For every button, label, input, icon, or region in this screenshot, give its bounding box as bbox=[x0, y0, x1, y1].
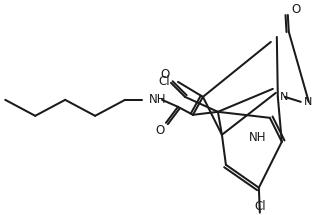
Text: N: N bbox=[304, 97, 312, 107]
Text: Cl: Cl bbox=[158, 75, 170, 88]
Text: O: O bbox=[155, 124, 165, 137]
Text: O: O bbox=[160, 68, 170, 81]
Text: NH: NH bbox=[149, 93, 167, 106]
Text: Cl: Cl bbox=[254, 200, 266, 213]
Text: O: O bbox=[291, 3, 300, 17]
Text: NH: NH bbox=[249, 131, 266, 144]
Text: N: N bbox=[280, 92, 288, 102]
